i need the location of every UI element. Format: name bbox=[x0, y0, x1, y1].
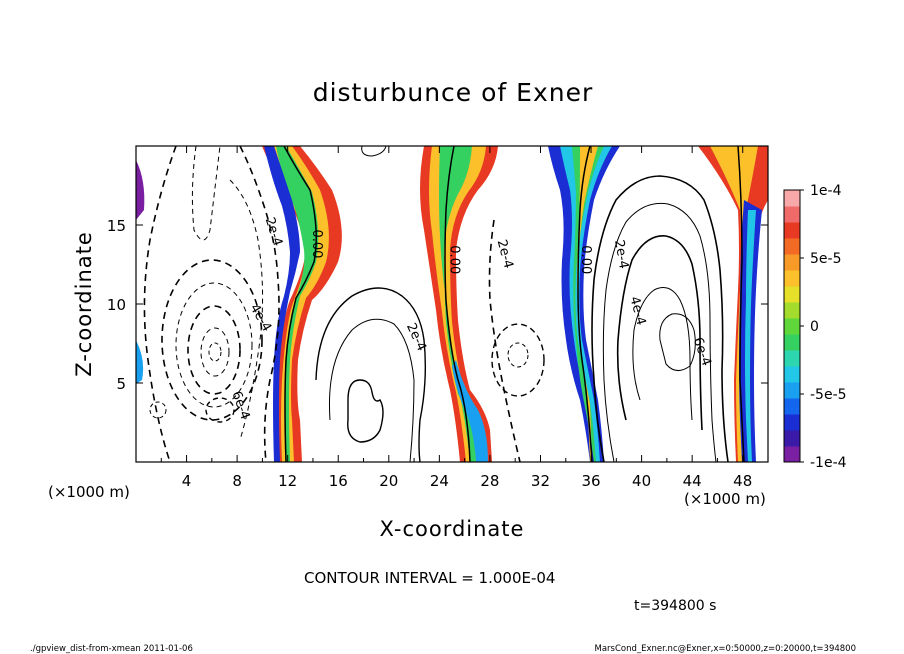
contour-label: 4e-4 bbox=[626, 295, 648, 327]
colorbar-cell bbox=[784, 446, 800, 463]
band-1-blue bbox=[264, 146, 300, 462]
contour-pos-6 bbox=[602, 202, 717, 462]
colorbar-cell bbox=[784, 366, 800, 383]
contour-neg-7 bbox=[200, 327, 230, 377]
contour-pos-7 bbox=[616, 235, 703, 431]
band-3-cyan bbox=[560, 146, 612, 462]
band-3-outer bbox=[548, 146, 620, 462]
contour-pos-1 bbox=[315, 287, 427, 462]
contour-neg-11 bbox=[191, 146, 221, 241]
contours bbox=[143, 146, 745, 462]
colorbar-cell bbox=[784, 190, 800, 207]
x-tick-label: 12 bbox=[278, 472, 297, 490]
contour-neg-14 bbox=[507, 342, 529, 368]
x-tick-label: 36 bbox=[581, 472, 600, 490]
colorbar-cell bbox=[784, 286, 800, 303]
x-axis-label: X-coordinate bbox=[380, 517, 525, 541]
y-tick-label: 15 bbox=[107, 217, 126, 235]
x-tick-label: 44 bbox=[683, 472, 702, 490]
contour-label: 0.00 bbox=[447, 245, 462, 274]
colorbar-cell bbox=[784, 238, 800, 255]
colorbar-tick-label: 1e-4 bbox=[810, 183, 842, 199]
contour-zero-3 bbox=[577, 146, 593, 462]
chart-title: disturbunce of Exner bbox=[313, 78, 594, 107]
contour-neg-13 bbox=[491, 323, 545, 397]
left-edge-band bbox=[136, 160, 145, 220]
y-axis-ticks: 5 10 15 bbox=[107, 217, 768, 393]
contour-neg-4 bbox=[161, 259, 263, 421]
contour-pos-3 bbox=[347, 379, 384, 443]
contour-neg-9 bbox=[205, 397, 235, 423]
x-tick-label: 40 bbox=[632, 472, 651, 490]
colorbar-cell bbox=[784, 382, 800, 399]
x-tick-label: 20 bbox=[379, 472, 398, 490]
footer-right-text: MarsCond_Exner.nc@Exner,x=0:50000,z=0:20… bbox=[594, 644, 856, 654]
y-tick-label: 10 bbox=[107, 296, 126, 314]
contour-zero-1 bbox=[283, 146, 317, 462]
footer-left-text: ./gpview_dist-from-xmean 2011-01-06 bbox=[30, 644, 193, 654]
x-tick-label: 16 bbox=[329, 472, 348, 490]
contour-neg-1 bbox=[143, 146, 177, 462]
band-4-blue bbox=[739, 200, 762, 462]
contour-label: 0.00 bbox=[309, 229, 324, 258]
contour-neg-2 bbox=[239, 146, 280, 462]
colorbar-cell bbox=[784, 350, 800, 367]
colorbar-cell bbox=[784, 222, 800, 239]
contour-neg-3 bbox=[229, 179, 264, 441]
contour-neg-8 bbox=[208, 342, 222, 362]
colorbar-cell bbox=[784, 430, 800, 447]
contour-neg-10 bbox=[149, 401, 167, 419]
colorbar-cell bbox=[784, 270, 800, 287]
time-text: t=394800 s bbox=[634, 598, 716, 614]
colorbar-cell bbox=[784, 206, 800, 223]
x-tick-label: 24 bbox=[430, 472, 449, 490]
colorbar-cells bbox=[784, 190, 800, 463]
contour-label: 2e-4 bbox=[494, 238, 516, 270]
contour-pos-8 bbox=[632, 287, 693, 421]
colorbar-cell bbox=[784, 334, 800, 351]
band-4-cyan bbox=[745, 210, 756, 462]
colorbar-cell bbox=[784, 302, 800, 319]
colorbar-tick-label: 0 bbox=[810, 319, 819, 335]
colorbar: 1e-4 5e-5 0 -5e-5 -1e-4 bbox=[783, 183, 847, 471]
contour-label: 2e-4 bbox=[611, 239, 631, 270]
x-unit-label: (×1000 m) bbox=[684, 490, 766, 508]
colorbar-cell bbox=[784, 398, 800, 415]
colorbar-ticks: 1e-4 5e-5 0 -5e-5 -1e-4 bbox=[800, 183, 847, 471]
colorbar-cell bbox=[784, 318, 800, 335]
x-tick-label: 48 bbox=[733, 472, 752, 490]
y-tick-label: 5 bbox=[116, 375, 126, 393]
contour-neg-12 bbox=[488, 219, 521, 462]
contour-zero-2 bbox=[444, 146, 471, 462]
colorbar-tick-label: -5e-5 bbox=[810, 387, 847, 403]
x-tick-label: 4 bbox=[182, 472, 192, 490]
colorbar-cell bbox=[784, 414, 800, 431]
contour-pos-2 bbox=[329, 318, 415, 462]
band-2-blue bbox=[452, 360, 488, 462]
y-axis-label: Z-coordinate bbox=[72, 231, 96, 377]
band-1-green bbox=[276, 146, 319, 462]
x-tick-label: 8 bbox=[232, 472, 242, 490]
x-tick-label: 28 bbox=[480, 472, 499, 490]
contour-pos-9 bbox=[659, 313, 696, 371]
colorbar-tick-label: 5e-5 bbox=[810, 251, 841, 267]
colorbar-tick-label: -1e-4 bbox=[810, 455, 847, 471]
x-tick-label: 32 bbox=[531, 472, 550, 490]
y-unit-label: (×1000 m) bbox=[48, 483, 130, 501]
left-edge-band-2 bbox=[136, 340, 144, 384]
contour-neg-6 bbox=[187, 305, 241, 395]
contour-neg-5 bbox=[175, 282, 253, 408]
x-axis-ticks: 4 8 12 16 20 24 28 32 36 40 44 48 bbox=[160, 146, 752, 490]
contour-pos-4 bbox=[361, 146, 387, 157]
contour-zero-4 bbox=[737, 146, 745, 462]
contour-pos-5 bbox=[591, 175, 729, 462]
contour-interval-text: CONTOUR INTERVAL = 1.000E-04 bbox=[304, 569, 555, 587]
contour-label: 0.00 bbox=[578, 245, 593, 274]
colorbar-cell bbox=[784, 254, 800, 271]
